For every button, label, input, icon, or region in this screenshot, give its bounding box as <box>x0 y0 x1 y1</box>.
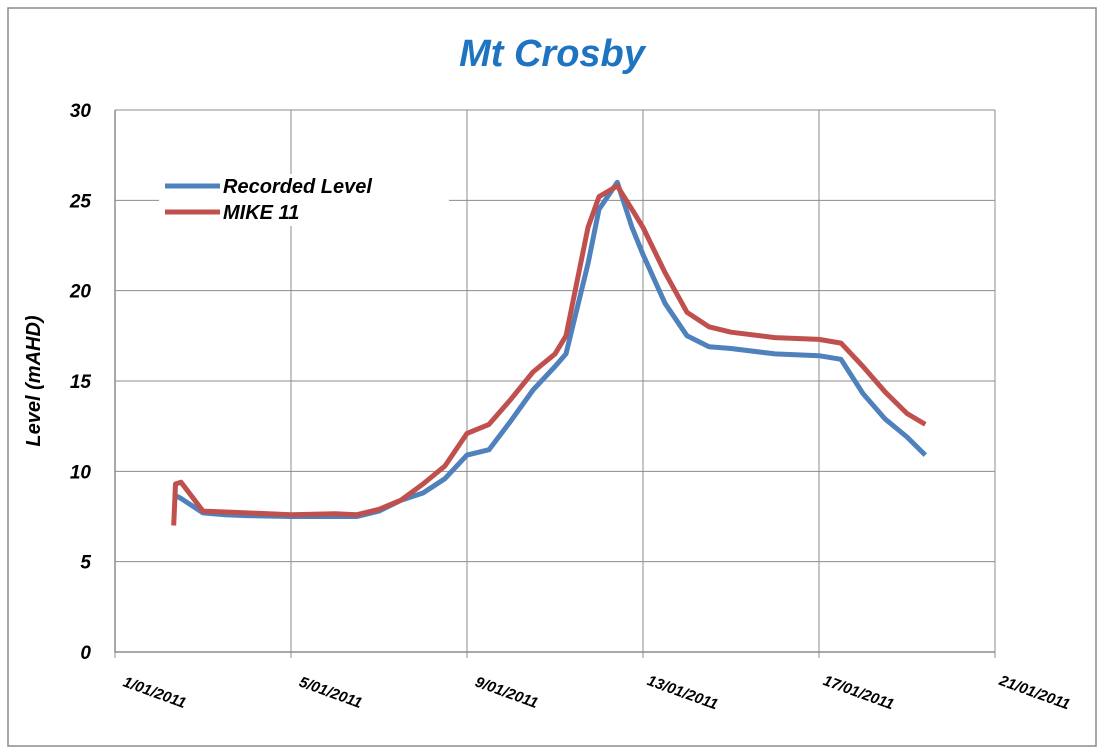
data-line <box>171 183 927 526</box>
y-tick-label: 30 <box>70 101 92 122</box>
y-axis-label: Level (mAHD) <box>23 315 45 446</box>
y-tick-label: 0 <box>80 643 91 664</box>
y-tick-label: 10 <box>70 462 92 483</box>
y-tick-label: 25 <box>69 191 92 212</box>
y-tick-label: 20 <box>69 282 92 303</box>
legend-label: Recorded Level <box>223 176 372 198</box>
legend-label: MIKE 11 <box>223 202 299 224</box>
chart-frame <box>7 7 1097 747</box>
y-tick-label: 5 <box>80 553 91 574</box>
chart-title: Mt Crosby <box>459 33 647 75</box>
y-tick-label: 15 <box>70 372 92 393</box>
